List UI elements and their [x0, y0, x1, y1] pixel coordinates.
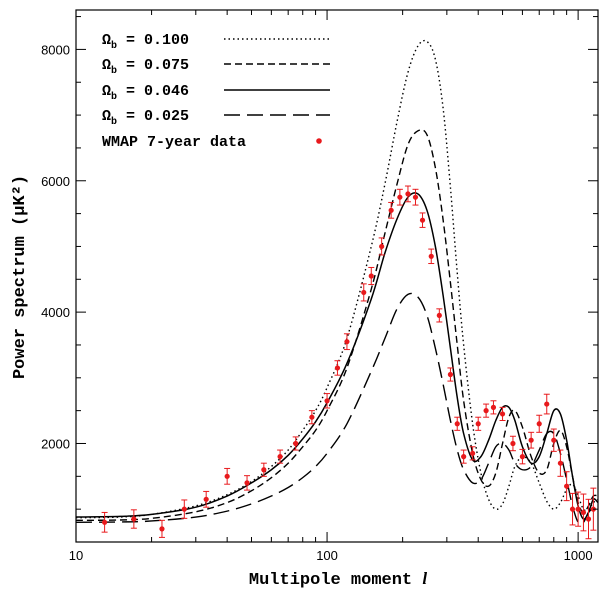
- data-point: [344, 339, 350, 345]
- curve-series-1: [76, 39, 598, 519]
- data-point: [569, 506, 576, 512]
- x-axis-ticks: 10 100 1000: [69, 10, 593, 563]
- y-tick-label: 2000: [41, 436, 70, 451]
- data-point: [436, 312, 442, 319]
- legend: Ωb = 0.100 Ωb = 0.075 Ωb = 0.046 Ωb = 0.025…: [102, 32, 330, 151]
- data-point: [557, 460, 564, 466]
- data-point: [544, 401, 550, 407]
- data-point: [405, 191, 411, 197]
- plot-frame: [75, 9, 599, 543]
- y-tick-label: 6000: [41, 174, 70, 189]
- y-tick-label: 8000: [41, 42, 70, 57]
- data-point: [470, 450, 476, 456]
- curve-series-2: [76, 129, 598, 522]
- data-point: [510, 440, 516, 447]
- y-axis-label: Power spectrum (µK²): [11, 175, 30, 379]
- data-point: [564, 483, 570, 489]
- x-axis-label: Multipole moment l: [249, 569, 427, 590]
- legend-label: Ωb = 0.075: [102, 57, 189, 77]
- y-tick-label: 4000: [41, 305, 70, 320]
- data-point: [419, 217, 426, 223]
- data-point: [447, 371, 454, 378]
- data-point: [483, 408, 489, 414]
- data-point: [181, 506, 187, 512]
- data-point: [461, 454, 467, 460]
- data-point: [277, 454, 283, 460]
- data-point: [580, 509, 587, 516]
- data-point: [528, 437, 534, 443]
- x-tick-label: 100: [316, 548, 338, 563]
- data-point: [102, 519, 108, 525]
- legend-point-sample: [316, 138, 322, 144]
- data-point: [368, 273, 374, 279]
- x-tick-label: 1000: [564, 548, 593, 563]
- data-point: [575, 506, 581, 512]
- data-point: [490, 404, 497, 410]
- x-tick-label: 10: [69, 548, 83, 563]
- data-point: [379, 243, 385, 250]
- data-point: [536, 421, 542, 427]
- data-point: [309, 414, 315, 420]
- data-point: [244, 480, 250, 486]
- y-axis-ticks: 2000 4000 6000 8000: [41, 16, 598, 510]
- legend-label: Ωb = 0.046: [102, 83, 189, 103]
- data-point: [261, 467, 267, 473]
- data-point: [475, 421, 481, 427]
- data-point: [499, 411, 506, 417]
- data-point: [324, 398, 330, 404]
- legend-label-data: WMAP 7-year data: [102, 134, 246, 151]
- legend-label: Ωb = 0.025: [102, 108, 189, 128]
- data-point: [361, 289, 367, 296]
- data-point: [397, 194, 403, 200]
- data-point: [159, 526, 165, 532]
- data-point: [203, 496, 209, 502]
- data-point: [519, 454, 526, 460]
- data-point: [224, 473, 230, 479]
- curve-series-3: [76, 192, 598, 520]
- legend-label: Ωb = 0.100: [102, 32, 189, 52]
- data-point: [428, 253, 434, 259]
- data-point: [131, 516, 137, 522]
- data-point: [293, 440, 299, 447]
- data-point: [334, 365, 341, 371]
- data-point: [585, 516, 592, 522]
- data-point: [412, 194, 419, 200]
- data-point: [388, 207, 394, 213]
- data-points: [102, 191, 596, 532]
- data-point: [454, 421, 460, 427]
- data-point: [551, 437, 557, 443]
